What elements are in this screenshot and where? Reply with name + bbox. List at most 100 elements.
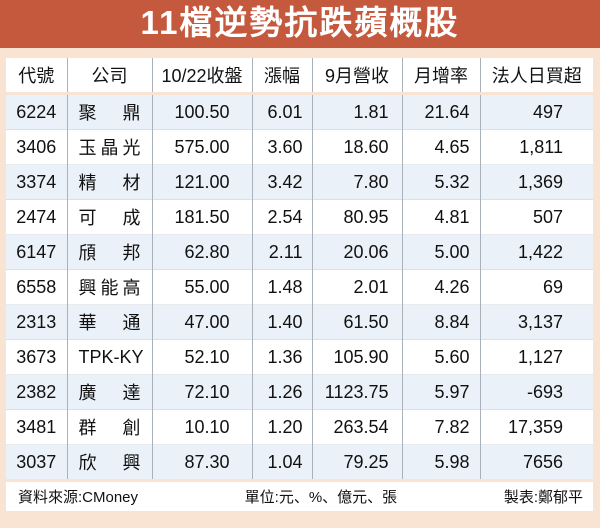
revenue-cell: 263.54: [311, 409, 402, 445]
title-banner: 11檔逆勢抗跌蘋概股: [0, 0, 600, 48]
company-name: 玉晶光: [78, 138, 141, 158]
company-cell: 興能高: [66, 269, 152, 305]
netbuy-cell: 69: [479, 269, 593, 305]
table-row: 6224 聚鼎 100.50 6.01 1.81 21.64 497: [6, 93, 593, 130]
stock-code-cell: 3481: [6, 409, 67, 445]
table-body: 6224 聚鼎 100.50 6.01 1.81 21.64 497 3406 玉晶光 575.0…: [6, 93, 593, 479]
close-cell: 181.50: [151, 199, 252, 235]
column-header-4: 漲幅: [251, 58, 312, 95]
change-cell: 2.54: [251, 199, 312, 235]
page-title: 11檔逆勢抗跌蘋概股: [140, 4, 460, 41]
stock-code-cell: 2382: [6, 374, 67, 410]
company-cell: 華通: [66, 304, 152, 340]
company-cell: 玉晶光: [66, 129, 152, 165]
unit-note: 單位:元、%、億元、張: [244, 489, 398, 506]
netbuy-cell: 1,127: [479, 339, 593, 375]
company-cell: 頎邦: [66, 234, 152, 270]
change-cell: 3.42: [251, 164, 312, 200]
close-cell: 55.00: [151, 269, 252, 305]
mom-cell: 5.97: [401, 374, 480, 410]
revenue-cell: 7.80: [311, 164, 402, 200]
change-cell: 1.36: [251, 339, 312, 375]
netbuy-cell: 1,811: [479, 129, 593, 165]
close-cell: 87.30: [151, 444, 252, 479]
company-name: 頎邦: [78, 243, 141, 263]
close-cell: 52.10: [151, 339, 252, 375]
revenue-cell: 105.90: [311, 339, 402, 375]
stock-code-cell: 6147: [6, 234, 67, 270]
mom-cell: 5.60: [401, 339, 480, 375]
close-cell: 72.10: [151, 374, 252, 410]
change-cell: 6.01: [251, 93, 312, 130]
company-cell: 聚鼎: [66, 93, 152, 130]
close-cell: 100.50: [151, 93, 252, 130]
stock-code-cell: 3374: [6, 164, 67, 200]
source-note: 資料來源:CMoney: [18, 489, 139, 506]
table-row: 3673 TPK-KY 52.10 1.36 105.90 5.60 1,127: [6, 339, 593, 375]
close-cell: 62.80: [151, 234, 252, 270]
stock-table: 代號 公司 10/22收盤 漲幅 9月營收 月增率 法人日買超 6224 聚鼎 100.50 6.…: [6, 58, 593, 479]
change-cell: 1.26: [251, 374, 312, 410]
mom-cell: 4.26: [401, 269, 480, 305]
column-header-3: 10/22收盤: [151, 58, 252, 95]
netbuy-cell: 3,137: [479, 304, 593, 340]
close-cell: 10.10: [151, 409, 252, 445]
company-name: 精材: [78, 173, 141, 193]
netbuy-cell: -693: [479, 374, 593, 410]
company-cell: 精材: [66, 164, 152, 200]
company-cell: TPK-KY: [66, 339, 152, 375]
company-name: 欣興: [78, 453, 141, 473]
stock-code-cell: 3037: [6, 444, 67, 479]
stock-code-cell: 6224: [6, 93, 67, 130]
stock-code-cell: 2474: [6, 199, 67, 235]
company-cell: 可成: [66, 199, 152, 235]
company-name: 聚鼎: [78, 103, 141, 123]
revenue-cell: 79.25: [311, 444, 402, 479]
table-row: 2313 華通 47.00 1.40 61.50 8.84 3,137: [6, 304, 593, 340]
table-row: 6558 興能高 55.00 1.48 2.01 4.26 69: [6, 269, 593, 305]
company-name: 華通: [78, 313, 141, 333]
change-cell: 1.48: [251, 269, 312, 305]
revenue-cell: 61.50: [311, 304, 402, 340]
column-header-6: 月增率: [401, 58, 480, 95]
mom-cell: 4.81: [401, 199, 480, 235]
netbuy-cell: 7656: [479, 444, 593, 479]
company-cell: 廣達: [66, 374, 152, 410]
mom-cell: 8.84: [401, 304, 480, 340]
footer-bar: 資料來源:CMoney 單位:元、%、億元、張 製表:鄭郁平: [6, 482, 593, 511]
company-name: 興能高: [78, 278, 141, 298]
netbuy-cell: 497: [479, 93, 593, 130]
stock-code-cell: 6558: [6, 269, 67, 305]
column-header-7: 法人日買超: [479, 58, 593, 95]
table-row: 3481 群創 10.10 1.20 263.54 7.82 17,359: [6, 409, 593, 445]
mom-cell: 5.32: [401, 164, 480, 200]
revenue-cell: 2.01: [311, 269, 402, 305]
table-row: 2474 可成 181.50 2.54 80.95 4.81 507: [6, 199, 593, 235]
company-name: 群創: [78, 418, 141, 438]
close-cell: 121.00: [151, 164, 252, 200]
close-cell: 47.00: [151, 304, 252, 340]
netbuy-cell: 1,369: [479, 164, 593, 200]
revenue-cell: 1.81: [311, 93, 402, 130]
revenue-cell: 1123.75: [311, 374, 402, 410]
company-name: 可成: [78, 208, 141, 228]
stock-code-cell: 3406: [6, 129, 67, 165]
mom-cell: 7.82: [401, 409, 480, 445]
netbuy-cell: 507: [479, 199, 593, 235]
mom-cell: 4.65: [401, 129, 480, 165]
table-row: 2382 廣達 72.10 1.26 1123.75 5.97 -693: [6, 374, 593, 410]
company-name: 廣達: [78, 383, 141, 403]
table-header-row: 代號 公司 10/22收盤 漲幅 9月營收 月增率 法人日買超: [6, 58, 593, 95]
mom-cell: 5.00: [401, 234, 480, 270]
company-name: TPK-KY: [78, 346, 144, 367]
netbuy-cell: 17,359: [479, 409, 593, 445]
column-header-2: 公司: [66, 58, 152, 95]
credit-note: 製表:鄭郁平: [503, 489, 583, 506]
change-cell: 1.40: [251, 304, 312, 340]
table-row: 3374 精材 121.00 3.42 7.80 5.32 1,369: [6, 164, 593, 200]
company-cell: 欣興: [66, 444, 152, 479]
table-row: 3037 欣興 87.30 1.04 79.25 5.98 7656: [6, 444, 593, 479]
mom-cell: 21.64: [401, 93, 480, 130]
mom-cell: 5.98: [401, 444, 480, 479]
